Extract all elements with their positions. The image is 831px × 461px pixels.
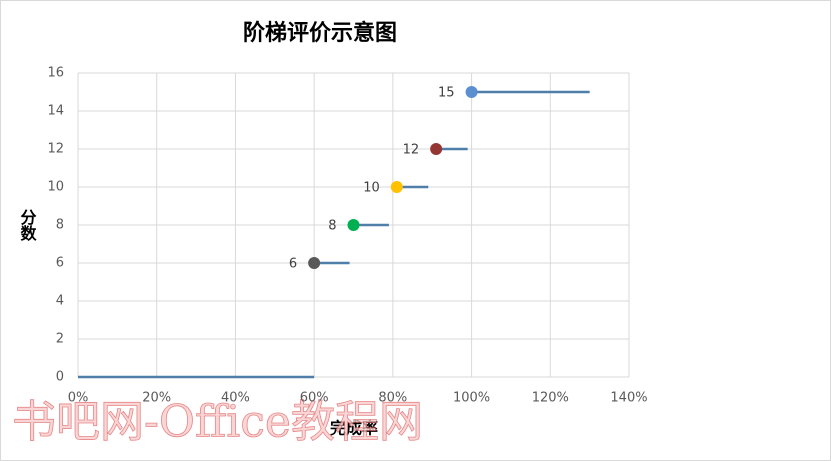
y-axis-label: 分数: [18, 209, 37, 242]
y-tick-label: 10: [47, 180, 64, 195]
x-tick-label: 80%: [378, 391, 407, 406]
data-label: 15: [438, 86, 455, 101]
point: [430, 143, 443, 155]
x-tick-label: 20%: [142, 391, 171, 406]
y-tick-label: 12: [47, 142, 64, 157]
y-tick-label: 14: [47, 104, 64, 119]
x-tick-label: 60%: [300, 391, 329, 406]
data-label: 6: [289, 257, 297, 272]
y-tick-label: 8: [56, 218, 64, 233]
data-label: 12: [403, 143, 420, 158]
y-tick-label: 0: [56, 370, 64, 385]
x-tick-label: 100%: [453, 391, 490, 406]
data-label: 10: [363, 181, 380, 196]
x-tick-label: 40%: [221, 391, 250, 406]
y-tick-label: 16: [47, 66, 64, 81]
point: [308, 257, 321, 269]
y-tick-label: 6: [56, 256, 64, 271]
point: [390, 181, 403, 193]
point: [465, 86, 478, 98]
x-tick-label: 0%: [68, 391, 89, 406]
point: [347, 219, 360, 231]
y-tick-label: 2: [56, 332, 64, 347]
x-tick-label: 140%: [610, 391, 647, 406]
x-tick-label: 120%: [532, 391, 569, 406]
data-label: 8: [328, 219, 336, 234]
y-tick-label: 4: [56, 294, 64, 309]
chart-title: 阶梯评价示意图: [243, 20, 397, 46]
x-axis-label: 完成率: [330, 419, 378, 438]
watermark: 书吧网-Office教程网: [12, 397, 423, 448]
